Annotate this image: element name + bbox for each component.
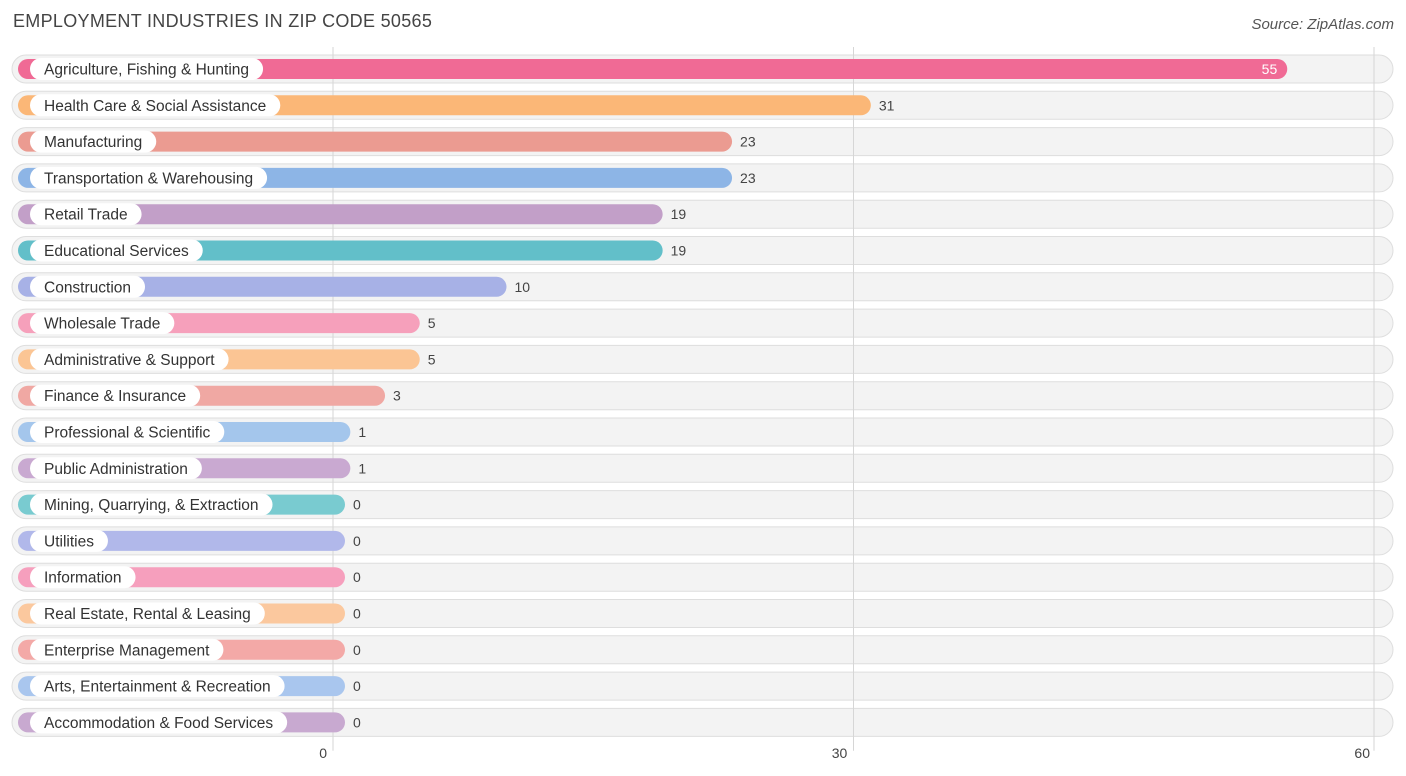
value-label: 31 [879, 97, 895, 113]
category-label: Construction [44, 279, 131, 296]
value-label: 0 [353, 606, 361, 622]
label-pill [30, 457, 202, 480]
category-label: Accommodation & Food Services [44, 715, 273, 732]
label-pill [30, 675, 285, 698]
category-label: Real Estate, Rental & Leasing [44, 606, 251, 623]
category-label: Mining, Quarrying, & Extraction [44, 497, 259, 514]
bar [18, 131, 733, 152]
label-pill [30, 384, 201, 407]
value-label: 0 [353, 678, 361, 694]
label-pill [30, 421, 225, 443]
value-label: 23 [740, 134, 756, 150]
source-label: Source: ZipAtlas.com [1251, 16, 1394, 33]
x-tick-label: 60 [1354, 745, 1370, 761]
label-pill [30, 239, 203, 262]
value-label: 19 [671, 206, 687, 222]
label-pill [30, 566, 136, 589]
value-label: 19 [671, 243, 687, 259]
label-pill [30, 58, 264, 80]
row-track [11, 526, 1394, 556]
row-track [11, 417, 1394, 447]
value-label: 5 [428, 351, 436, 367]
category-label: Agriculture, Fishing & Hunting [44, 62, 249, 79]
category-label: Enterprise Management [44, 642, 210, 659]
category-label: Administrative & Support [44, 352, 215, 369]
category-label: Educational Services [44, 243, 189, 260]
value-label: 0 [353, 642, 361, 658]
category-label: Utilities [44, 533, 94, 550]
value-label: 5 [428, 315, 436, 331]
label-pill [30, 638, 224, 661]
label-pill [30, 711, 288, 734]
label-pill [30, 203, 142, 226]
value-label: 10 [515, 279, 531, 295]
value-label: 0 [353, 714, 361, 730]
bar [18, 59, 1288, 79]
category-label: Wholesale Trade [44, 316, 160, 333]
chart-title: EMPLOYMENT INDUSTRIES IN ZIP CODE 50565 [13, 11, 433, 31]
row-track [11, 707, 1394, 737]
category-label: Information [44, 570, 122, 587]
x-tick-label: 0 [319, 745, 327, 761]
row-track [11, 490, 1394, 520]
label-pill [30, 529, 108, 552]
value-label: 1 [358, 424, 366, 440]
x-tick-label: 30 [832, 745, 848, 761]
label-pill [30, 348, 229, 371]
value-label: 0 [353, 497, 361, 513]
label-pill [30, 166, 268, 189]
label-pill [30, 94, 281, 117]
row-track [11, 635, 1394, 665]
row-track [11, 671, 1394, 701]
value-label: 3 [393, 388, 401, 404]
label-pill [30, 312, 175, 335]
category-label: Arts, Entertainment & Recreation [44, 679, 271, 696]
bar [18, 204, 663, 225]
category-label: Health Care & Social Assistance [44, 98, 266, 115]
label-pill [30, 130, 157, 153]
label-pill [30, 602, 265, 625]
label-pill [30, 493, 273, 516]
value-label: 0 [353, 569, 361, 585]
category-label: Transportation & Warehousing [44, 170, 253, 187]
value-label: 1 [358, 460, 366, 476]
row-track [11, 453, 1394, 483]
category-label: Public Administration [44, 461, 188, 478]
category-label: Finance & Insurance [44, 388, 186, 405]
category-label: Professional & Scientific [44, 425, 211, 442]
label-pill [30, 275, 146, 298]
category-label: Manufacturing [44, 134, 142, 151]
row-track [11, 562, 1394, 592]
category-label: Retail Trade [44, 207, 128, 224]
value-label: 55 [1262, 61, 1278, 77]
value-label: 23 [740, 170, 756, 186]
value-label: 0 [353, 533, 361, 549]
row-track [11, 599, 1394, 628]
